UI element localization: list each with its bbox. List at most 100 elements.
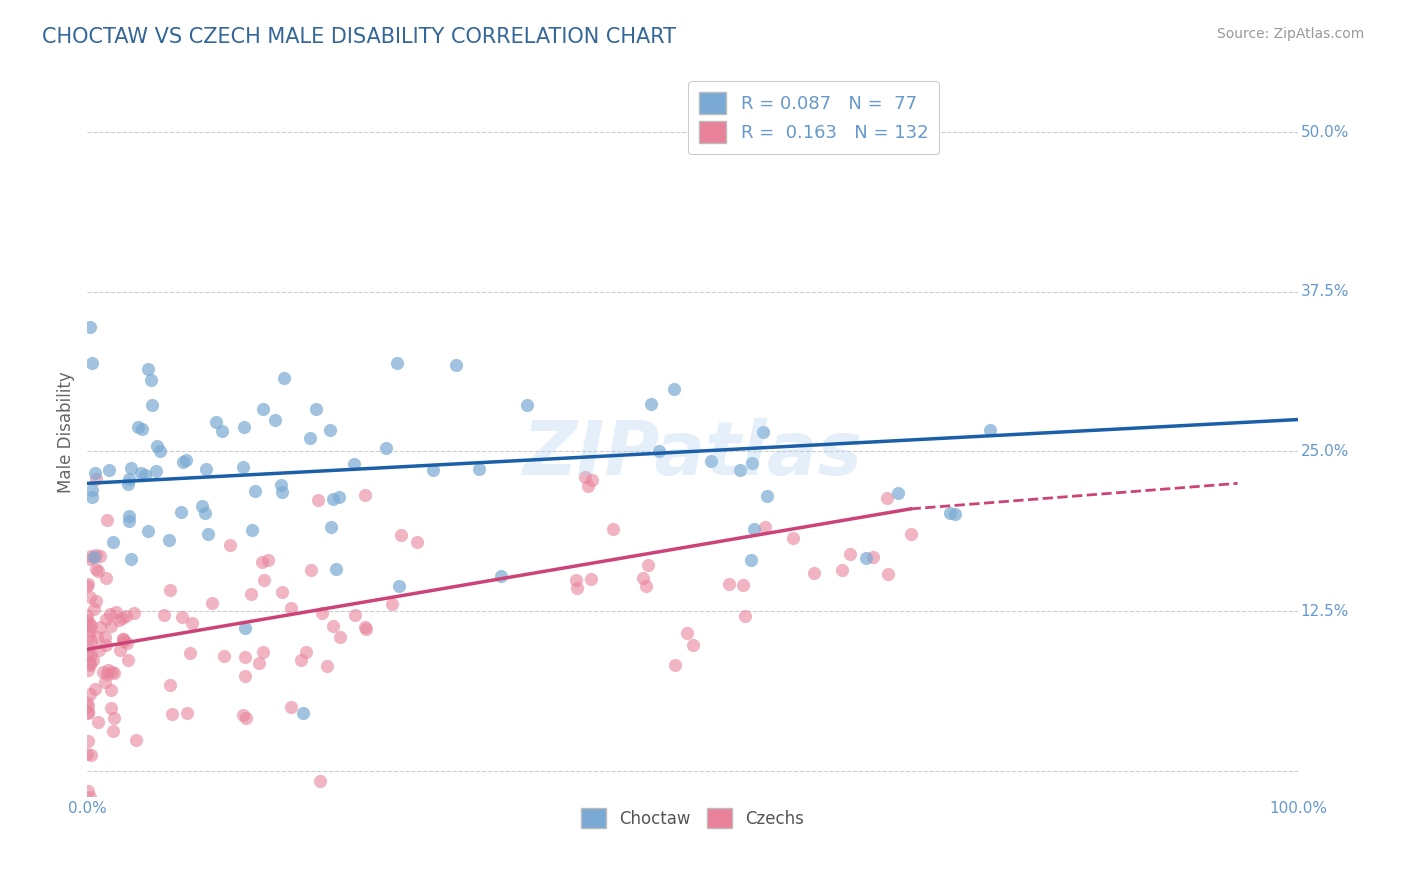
Point	[97, 663, 120, 677]
Point	[136, 524, 159, 538]
Point	[138, 362, 160, 376]
Point	[307, 493, 329, 508]
Point	[112, 632, 135, 646]
Point	[516, 398, 538, 412]
Text: 50.0%: 50.0%	[1301, 125, 1348, 140]
Point	[831, 563, 853, 577]
Point	[91, 665, 114, 679]
Point	[77, 640, 100, 655]
Point	[328, 491, 350, 505]
Point	[96, 513, 118, 527]
Point	[211, 424, 233, 438]
Point	[84, 594, 107, 608]
Point	[100, 619, 122, 633]
Point	[77, 648, 100, 662]
Point	[271, 585, 294, 599]
Point	[83, 549, 105, 564]
Point	[87, 565, 110, 579]
Point	[664, 657, 686, 672]
Point	[111, 611, 134, 625]
Point	[197, 526, 219, 541]
Point	[218, 538, 240, 552]
Point	[315, 659, 337, 673]
Point	[79, 657, 101, 671]
Point	[76, 699, 98, 714]
Point	[634, 579, 657, 593]
Point	[233, 419, 256, 434]
Point	[195, 461, 218, 475]
Text: 12.5%: 12.5%	[1301, 604, 1348, 618]
Point	[82, 653, 104, 667]
Point	[676, 626, 699, 640]
Point	[375, 442, 398, 456]
Point	[80, 648, 103, 662]
Point	[93, 675, 115, 690]
Point	[149, 444, 172, 458]
Point	[299, 431, 322, 445]
Point	[292, 706, 315, 720]
Point	[103, 711, 125, 725]
Point	[79, 790, 101, 805]
Text: CHOCTAW VS CZECH MALE DISABILITY CORRELATION CHART: CHOCTAW VS CZECH MALE DISABILITY CORRELA…	[42, 27, 676, 46]
Point	[76, 747, 98, 762]
Point	[741, 457, 763, 471]
Text: 25.0%: 25.0%	[1301, 444, 1348, 459]
Point	[305, 401, 328, 416]
Point	[80, 619, 103, 633]
Point	[900, 527, 922, 541]
Point	[176, 453, 198, 467]
Point	[172, 610, 194, 624]
Point	[979, 423, 1001, 437]
Point	[103, 723, 125, 738]
Point	[232, 707, 254, 722]
Point	[94, 638, 117, 652]
Point	[120, 461, 142, 475]
Point	[201, 596, 224, 610]
Point	[353, 488, 375, 502]
Point	[118, 514, 141, 528]
Point	[270, 478, 292, 492]
Point	[728, 463, 751, 477]
Point	[93, 631, 115, 645]
Point	[752, 425, 775, 440]
Point	[76, 579, 98, 593]
Point	[98, 607, 121, 621]
Text: 37.5%: 37.5%	[1301, 285, 1350, 300]
Point	[131, 467, 153, 481]
Point	[422, 463, 444, 477]
Point	[755, 489, 778, 503]
Point	[110, 642, 132, 657]
Point	[169, 505, 191, 519]
Text: Source: ZipAtlas.com: Source: ZipAtlas.com	[1216, 27, 1364, 41]
Point	[112, 632, 135, 646]
Point	[146, 439, 169, 453]
Point	[76, 705, 98, 719]
Point	[444, 358, 467, 372]
Point	[633, 571, 655, 585]
Point	[290, 653, 312, 667]
Point	[782, 531, 804, 545]
Point	[89, 549, 111, 563]
Point	[682, 638, 704, 652]
Point	[280, 700, 302, 714]
Point	[118, 472, 141, 486]
Point	[803, 566, 825, 580]
Point	[77, 733, 100, 747]
Point	[943, 507, 966, 521]
Point	[239, 587, 262, 601]
Point	[252, 645, 274, 659]
Point	[252, 555, 274, 569]
Point	[80, 549, 103, 564]
Point	[640, 397, 662, 411]
Point	[84, 466, 107, 480]
Point	[233, 649, 256, 664]
Point	[264, 413, 287, 427]
Point	[862, 550, 884, 565]
Point	[79, 657, 101, 672]
Point	[295, 645, 318, 659]
Point	[240, 523, 263, 537]
Point	[96, 571, 118, 585]
Point	[257, 552, 280, 566]
Point	[389, 528, 412, 542]
Point	[273, 370, 295, 384]
